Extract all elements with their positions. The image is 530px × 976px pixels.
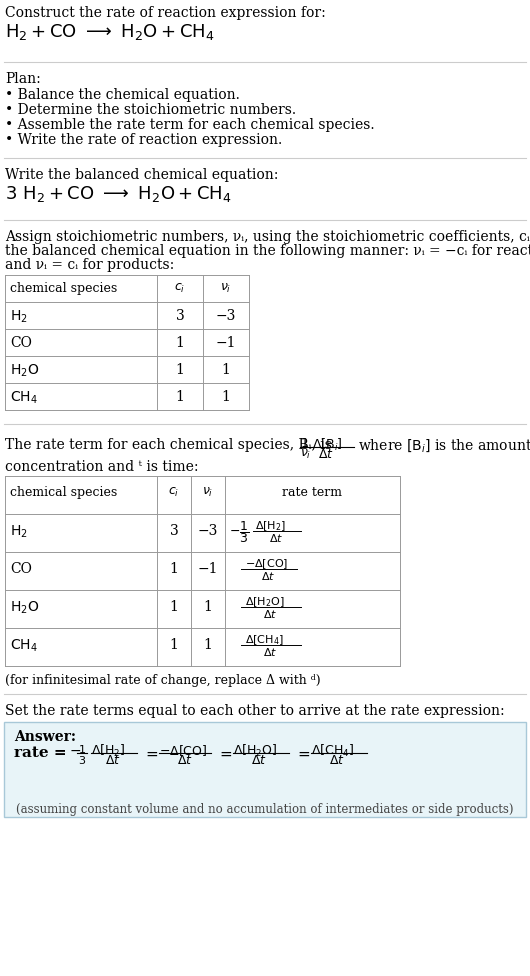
Text: $\Delta t$: $\Delta t$ xyxy=(261,570,275,582)
Text: $-\Delta[\mathrm{CO}]$: $-\Delta[\mathrm{CO}]$ xyxy=(159,743,207,758)
Text: $1$: $1$ xyxy=(300,437,309,450)
Text: chemical species: chemical species xyxy=(10,282,117,295)
Text: $=$: $=$ xyxy=(217,746,233,761)
Text: chemical species: chemical species xyxy=(10,486,117,499)
Text: $\mathrm{H_2+CO\ \longrightarrow\ H_2O+CH_4}$: $\mathrm{H_2+CO\ \longrightarrow\ H_2O+C… xyxy=(5,22,215,42)
Text: Construct the rate of reaction expression for:: Construct the rate of reaction expressio… xyxy=(5,6,326,20)
Text: CO: CO xyxy=(10,562,32,576)
Text: 1: 1 xyxy=(222,390,231,404)
Text: $\nu_i$: $\nu_i$ xyxy=(202,486,214,499)
Text: (assuming constant volume and no accumulation of intermediates or side products): (assuming constant volume and no accumul… xyxy=(16,803,514,816)
Text: $=$: $=$ xyxy=(143,746,159,761)
Text: 1: 1 xyxy=(204,600,213,614)
FancyBboxPatch shape xyxy=(4,722,526,817)
Text: $\Delta[\mathrm{H_2}]$: $\Delta[\mathrm{H_2}]$ xyxy=(91,743,126,759)
Text: 3: 3 xyxy=(170,524,179,538)
Text: $\nu_i$: $\nu_i$ xyxy=(300,448,311,461)
Text: $\mathrm{CH_4}$: $\mathrm{CH_4}$ xyxy=(10,390,38,406)
Text: $-\Delta[\mathrm{CO}]$: $-\Delta[\mathrm{CO}]$ xyxy=(245,557,288,571)
Text: $c_i$: $c_i$ xyxy=(169,486,180,499)
Text: • Write the rate of reaction expression.: • Write the rate of reaction expression. xyxy=(5,133,282,147)
Text: • Balance the chemical equation.: • Balance the chemical equation. xyxy=(5,88,240,102)
Text: 3: 3 xyxy=(175,309,184,323)
Text: $\mathrm{3\ H_2+CO\ \longrightarrow\ H_2O+CH_4}$: $\mathrm{3\ H_2+CO\ \longrightarrow\ H_2… xyxy=(5,184,232,204)
Text: $\Delta t$: $\Delta t$ xyxy=(263,646,277,658)
Text: CO: CO xyxy=(10,336,32,350)
Text: $\mathrm{H_2}$: $\mathrm{H_2}$ xyxy=(10,524,28,541)
Text: −1: −1 xyxy=(216,336,236,350)
Text: 1: 1 xyxy=(170,562,179,576)
Text: −1: −1 xyxy=(198,562,218,576)
Text: $\Delta t$: $\Delta t$ xyxy=(318,448,334,461)
Text: $\Delta t$: $\Delta t$ xyxy=(177,754,193,767)
Text: 1: 1 xyxy=(175,336,184,350)
Text: 1: 1 xyxy=(204,638,213,652)
Text: 1: 1 xyxy=(170,600,179,614)
Text: $\Delta t$: $\Delta t$ xyxy=(263,608,277,620)
Text: $\mathrm{H_2O}$: $\mathrm{H_2O}$ xyxy=(10,363,39,380)
Text: −3: −3 xyxy=(198,524,218,538)
Text: $-\dfrac{1}{3}$: $-\dfrac{1}{3}$ xyxy=(229,519,250,545)
Text: $\Delta t$: $\Delta t$ xyxy=(329,754,345,767)
Text: $\Delta[\mathrm{CH_4}]$: $\Delta[\mathrm{CH_4}]$ xyxy=(245,633,284,647)
Text: 1: 1 xyxy=(170,638,179,652)
Text: $\Delta t$: $\Delta t$ xyxy=(269,532,284,544)
Text: $-$: $-$ xyxy=(69,743,81,757)
Text: rate term: rate term xyxy=(282,486,342,499)
Text: Write the balanced chemical equation:: Write the balanced chemical equation: xyxy=(5,168,278,182)
Text: • Assemble the rate term for each chemical species.: • Assemble the rate term for each chemic… xyxy=(5,118,375,132)
Text: concentration and ᵗ is time:: concentration and ᵗ is time: xyxy=(5,460,199,474)
Text: $\mathrm{H_2O}$: $\mathrm{H_2O}$ xyxy=(10,600,39,617)
Text: and νᵢ = cᵢ for products:: and νᵢ = cᵢ for products: xyxy=(5,258,174,272)
Text: $=$: $=$ xyxy=(295,746,311,761)
Text: Assign stoichiometric numbers, νᵢ, using the stoichiometric coefficients, cᵢ, fr: Assign stoichiometric numbers, νᵢ, using… xyxy=(5,230,530,244)
Text: $\Delta t$: $\Delta t$ xyxy=(105,754,121,767)
Text: (for infinitesimal rate of change, replace Δ with ᵈ): (for infinitesimal rate of change, repla… xyxy=(5,674,321,687)
Text: 1: 1 xyxy=(222,363,231,377)
Text: $\Delta[\mathrm{H_2O}]$: $\Delta[\mathrm{H_2O}]$ xyxy=(233,743,278,759)
Text: $\Delta[\mathrm{H_2O}]$: $\Delta[\mathrm{H_2O}]$ xyxy=(245,595,285,609)
Text: rate =: rate = xyxy=(14,746,72,760)
Text: $\Delta[\mathrm{H_2}]$: $\Delta[\mathrm{H_2}]$ xyxy=(255,519,286,533)
Text: $1$: $1$ xyxy=(78,743,86,755)
Text: $\nu_i$: $\nu_i$ xyxy=(220,282,232,295)
Text: • Determine the stoichiometric numbers.: • Determine the stoichiometric numbers. xyxy=(5,103,296,117)
Text: $3$: $3$ xyxy=(78,754,86,766)
Text: $c_i$: $c_i$ xyxy=(174,282,186,295)
Text: $\mathrm{CH_4}$: $\mathrm{CH_4}$ xyxy=(10,638,38,654)
Text: The rate term for each chemical species, Bᵢ, is: The rate term for each chemical species,… xyxy=(5,438,332,452)
Text: $\Delta[\mathrm{B}_i]$: $\Delta[\mathrm{B}_i]$ xyxy=(312,437,343,453)
Text: Set the rate terms equal to each other to arrive at the rate expression:: Set the rate terms equal to each other t… xyxy=(5,704,505,718)
Text: $\mathrm{H_2}$: $\mathrm{H_2}$ xyxy=(10,309,28,325)
Text: −3: −3 xyxy=(216,309,236,323)
Text: 1: 1 xyxy=(175,363,184,377)
Text: the balanced chemical equation in the following manner: νᵢ = −cᵢ for reactants: the balanced chemical equation in the fo… xyxy=(5,244,530,258)
Text: where $[\mathrm{B}_i]$ is the amount: where $[\mathrm{B}_i]$ is the amount xyxy=(358,437,530,454)
Text: $\Delta[\mathrm{CH_4}]$: $\Delta[\mathrm{CH_4}]$ xyxy=(311,743,355,759)
Text: Plan:: Plan: xyxy=(5,72,41,86)
Text: 1: 1 xyxy=(175,390,184,404)
Text: $\Delta t$: $\Delta t$ xyxy=(251,754,267,767)
Text: Answer:: Answer: xyxy=(14,730,76,744)
